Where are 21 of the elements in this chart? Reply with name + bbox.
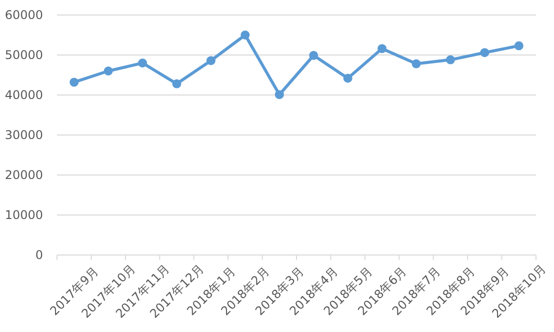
point [514, 41, 524, 50]
point [309, 50, 318, 60]
point [446, 55, 455, 64]
y-tick-label: 30000 [4, 128, 43, 142]
y-tick-label: 20000 [4, 168, 43, 182]
point [343, 74, 352, 83]
y-tick-label: 40000 [4, 88, 43, 102]
point [206, 56, 216, 66]
point [172, 79, 182, 88]
point [240, 30, 250, 40]
point [138, 58, 148, 68]
y-tick-label: 0 [35, 248, 43, 262]
point [274, 90, 284, 100]
point [70, 78, 79, 87]
point [378, 44, 387, 54]
point [412, 59, 421, 68]
y-tick-label: 50000 [4, 48, 43, 62]
y-tick-label: 60000 [4, 8, 43, 22]
y-tick-label: 10000 [4, 208, 43, 222]
point [104, 66, 113, 76]
point [480, 48, 490, 58]
